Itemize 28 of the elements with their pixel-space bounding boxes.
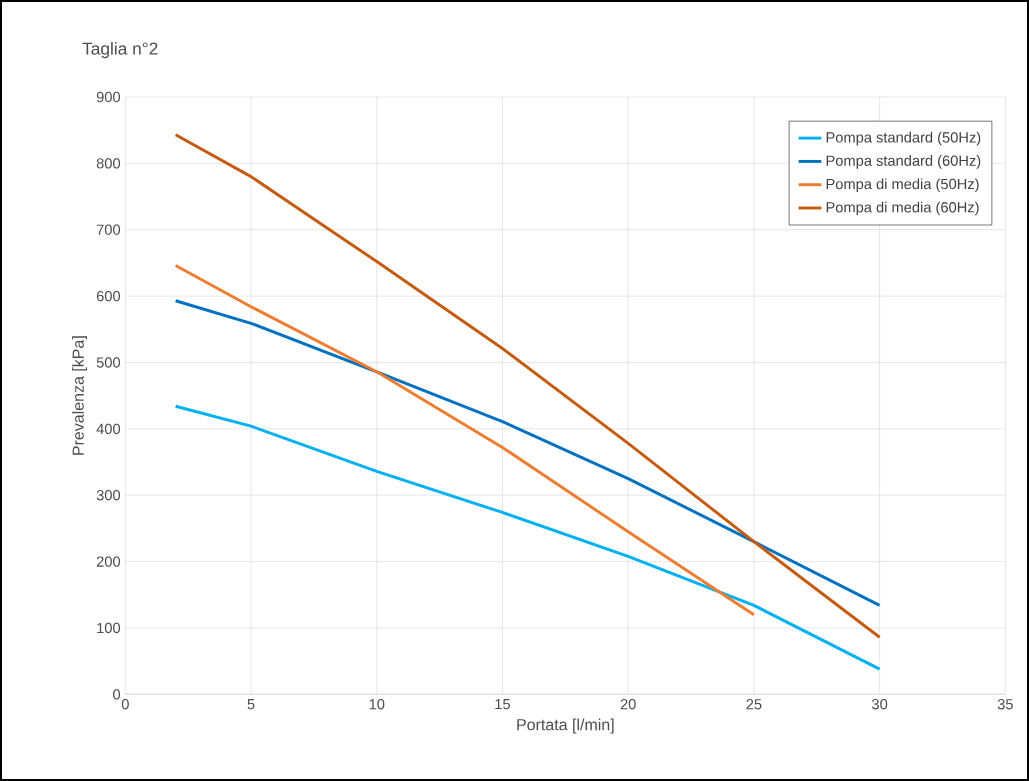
y-tick-label: 900 <box>96 91 121 103</box>
x-tick-label: 0 <box>121 699 129 710</box>
x-tick-label: 15 <box>495 699 511 710</box>
x-tick-label: 10 <box>369 699 385 710</box>
y-axis-title: Prevalenza [kPa] <box>72 336 88 455</box>
x-axis-title: Portata [l/min] <box>517 718 614 734</box>
x-tick-label: 35 <box>997 699 1013 710</box>
legend-label: Pompa standard (50Hz) <box>826 131 981 146</box>
legend-label: Pompa di media (50Hz) <box>826 178 979 193</box>
x-tick-label: 20 <box>620 699 636 710</box>
legend-label: Pompa standard (60Hz) <box>826 155 981 169</box>
y-tick-label: 800 <box>96 158 121 169</box>
y-tick-label: 700 <box>96 224 121 235</box>
y-tick-label: 200 <box>96 556 121 567</box>
y-tick-label: 100 <box>97 622 121 634</box>
y-tick-label: 600 <box>96 290 121 302</box>
y-tick-label: 400 <box>96 423 121 435</box>
legend-label: Pompa di media (60Hz) <box>826 201 979 216</box>
line-series <box>174 404 882 671</box>
y-tick-label: 300 <box>96 490 121 501</box>
chart-title: Taglia n°2 <box>82 42 158 59</box>
y-tick-label: 500 <box>96 357 121 368</box>
line-series <box>174 264 756 617</box>
line-series <box>174 299 882 607</box>
y-tick-label: 0 <box>113 689 121 700</box>
x-tick-label: 5 <box>247 699 255 710</box>
x-tick-label: 25 <box>746 699 762 710</box>
x-tick-label: 30 <box>872 699 888 710</box>
